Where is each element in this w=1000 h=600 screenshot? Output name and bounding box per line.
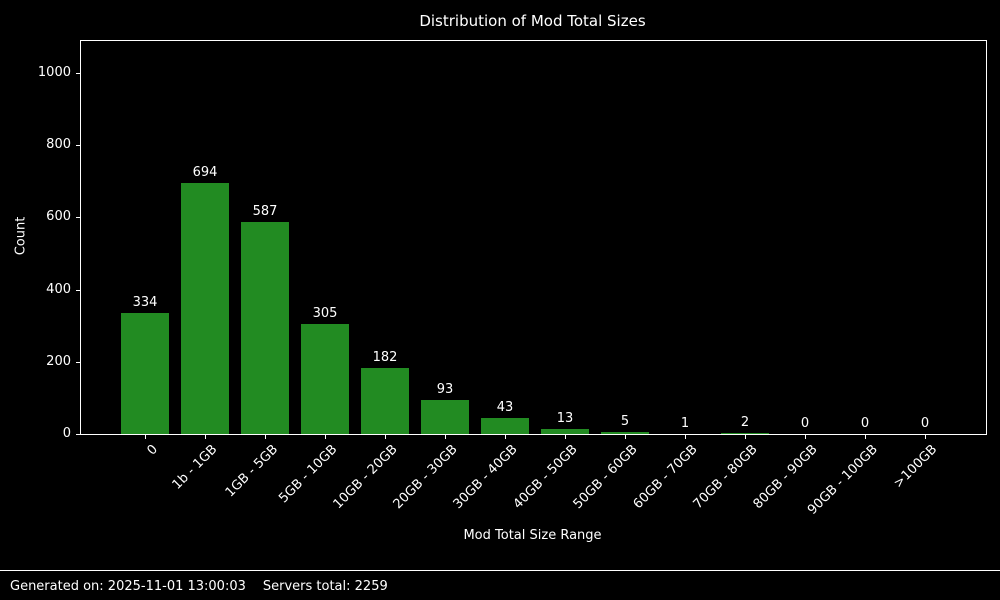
bar bbox=[301, 324, 349, 434]
bar-value-label: 587 bbox=[252, 204, 278, 219]
bar-value-label: 5 bbox=[620, 414, 630, 429]
bar-value-label: 93 bbox=[436, 382, 454, 397]
servers-total-text: Servers total: 2259 bbox=[262, 579, 388, 594]
bar-value-label: 0 bbox=[920, 416, 930, 431]
bar-value-label: 694 bbox=[192, 165, 218, 180]
y-tick-label: 600 bbox=[46, 209, 71, 225]
bar-value-label: 0 bbox=[800, 416, 810, 431]
x-tick bbox=[805, 434, 806, 439]
x-tick bbox=[565, 434, 566, 439]
y-tick bbox=[76, 73, 81, 74]
bar-value-label: 1 bbox=[680, 416, 690, 431]
bar bbox=[421, 400, 469, 434]
x-tick bbox=[505, 434, 506, 439]
plot-area: 334 0 694 1b - 1GB 587 1GB - 5GB 305 5GB - 10GB… bbox=[38, 40, 987, 518]
x-tick bbox=[205, 434, 206, 439]
bar bbox=[601, 432, 649, 434]
bar bbox=[541, 429, 589, 434]
x-axis-label: Mod Total Size Range bbox=[463, 528, 602, 543]
y-tick bbox=[76, 289, 81, 291]
y-tick-label: 200 bbox=[46, 353, 71, 369]
x-tick-label-text: 5GB - 10GB bbox=[276, 442, 341, 507]
x-tick bbox=[625, 434, 626, 439]
x-tick-label-text: 1GB - 5GB bbox=[222, 442, 281, 501]
chart-title: Distribution of Mod Total Sizes bbox=[419, 12, 646, 30]
bar-value-label: 43 bbox=[496, 400, 514, 415]
x-tick bbox=[925, 434, 926, 439]
y-tick bbox=[76, 361, 81, 363]
y-tick-label: 1000 bbox=[37, 65, 71, 80]
x-tick bbox=[325, 434, 326, 439]
y-tick-label: 800 bbox=[46, 137, 71, 153]
y-tick bbox=[76, 145, 81, 147]
y-tick bbox=[76, 434, 81, 435]
bar-value-label: 2 bbox=[740, 415, 750, 430]
bar bbox=[241, 222, 289, 434]
y-tick bbox=[76, 217, 81, 219]
bar-value-label: 182 bbox=[372, 350, 398, 365]
y-tick-label: 400 bbox=[46, 281, 71, 297]
x-tick bbox=[445, 434, 446, 439]
x-tick bbox=[745, 434, 746, 439]
footer-separator bbox=[0, 570, 1000, 571]
y-tick-label: 0 bbox=[62, 426, 71, 441]
x-tick-label-text: 1b - 1GB bbox=[169, 442, 221, 493]
x-tick-label-text: 0 bbox=[144, 442, 161, 459]
bar-value-label: 0 bbox=[860, 416, 870, 431]
x-tick bbox=[385, 434, 386, 439]
bar bbox=[121, 313, 169, 434]
x-tick bbox=[685, 434, 686, 439]
generated-on-text: Generated on: 2025-11-01 13:00:03 bbox=[10, 579, 246, 594]
bar bbox=[361, 368, 409, 434]
x-tick-label-text: >100GB bbox=[891, 442, 941, 492]
bar bbox=[481, 418, 529, 434]
bar bbox=[181, 183, 229, 434]
bar-value-label: 13 bbox=[556, 411, 574, 426]
footer: Generated on: 2025-11-01 13:00:03 Server… bbox=[10, 579, 388, 594]
x-tick bbox=[865, 434, 866, 439]
bar-value-label: 334 bbox=[132, 295, 158, 310]
bar-value-label: 305 bbox=[312, 306, 338, 321]
x-tick bbox=[145, 434, 146, 439]
x-tick bbox=[265, 434, 266, 439]
bar bbox=[721, 433, 769, 434]
